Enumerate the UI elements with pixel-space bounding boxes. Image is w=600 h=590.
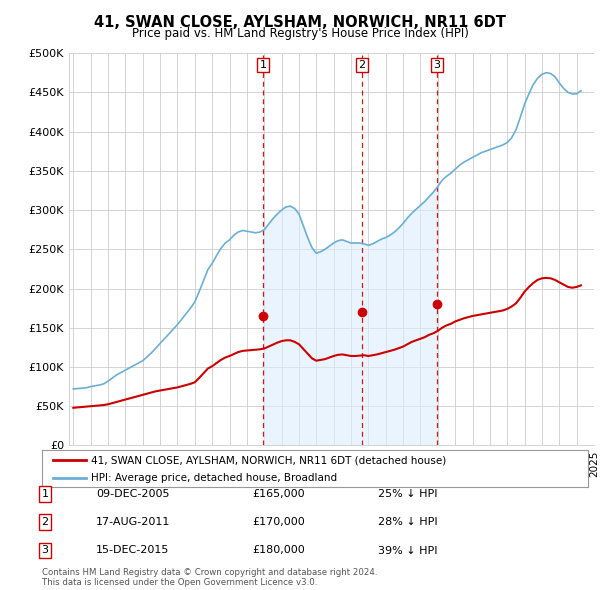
Text: £180,000: £180,000 bbox=[252, 546, 305, 555]
Text: £165,000: £165,000 bbox=[252, 489, 305, 499]
Text: 1: 1 bbox=[41, 489, 49, 499]
Text: 3: 3 bbox=[434, 60, 440, 70]
Text: 28% ↓ HPI: 28% ↓ HPI bbox=[378, 517, 437, 527]
Text: 41, SWAN CLOSE, AYLSHAM, NORWICH, NR11 6DT (detached house): 41, SWAN CLOSE, AYLSHAM, NORWICH, NR11 6… bbox=[91, 455, 446, 466]
Text: 2: 2 bbox=[41, 517, 49, 527]
Text: 15-DEC-2015: 15-DEC-2015 bbox=[96, 546, 169, 555]
Text: 2: 2 bbox=[358, 60, 365, 70]
Text: 17-AUG-2011: 17-AUG-2011 bbox=[96, 517, 170, 527]
Text: 09-DEC-2005: 09-DEC-2005 bbox=[96, 489, 170, 499]
Text: 41, SWAN CLOSE, AYLSHAM, NORWICH, NR11 6DT: 41, SWAN CLOSE, AYLSHAM, NORWICH, NR11 6… bbox=[94, 15, 506, 30]
Text: Price paid vs. HM Land Registry's House Price Index (HPI): Price paid vs. HM Land Registry's House … bbox=[131, 27, 469, 40]
Text: £170,000: £170,000 bbox=[252, 517, 305, 527]
Text: HPI: Average price, detached house, Broadland: HPI: Average price, detached house, Broa… bbox=[91, 473, 337, 483]
Text: 39% ↓ HPI: 39% ↓ HPI bbox=[378, 546, 437, 555]
Text: Contains HM Land Registry data © Crown copyright and database right 2024.
This d: Contains HM Land Registry data © Crown c… bbox=[42, 568, 377, 587]
Text: 25% ↓ HPI: 25% ↓ HPI bbox=[378, 489, 437, 499]
Text: 1: 1 bbox=[260, 60, 267, 70]
Text: 3: 3 bbox=[41, 546, 49, 555]
